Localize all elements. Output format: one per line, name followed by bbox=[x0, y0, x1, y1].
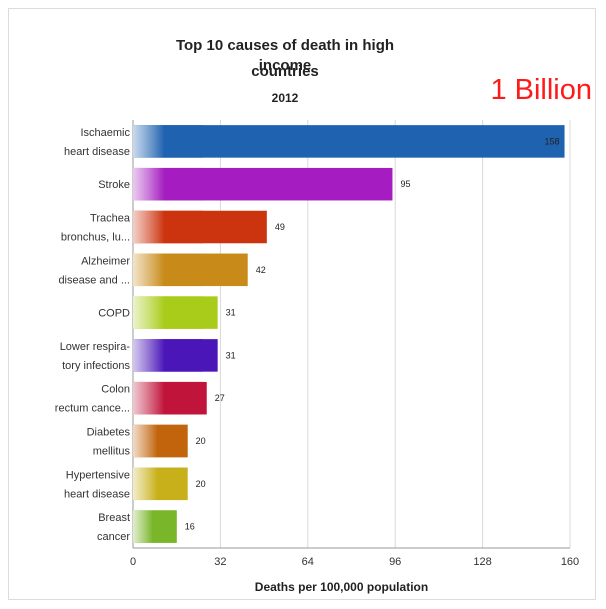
data-label: 158 bbox=[545, 136, 560, 146]
data-label: 49 bbox=[275, 222, 285, 232]
bar-highlight bbox=[133, 382, 203, 415]
data-label: 27 bbox=[215, 393, 225, 403]
bar-highlight bbox=[133, 211, 203, 244]
x-axis-label: Deaths per 100,000 population bbox=[255, 580, 428, 594]
x-tick-label: 160 bbox=[561, 556, 579, 568]
category-label: Colon bbox=[101, 384, 130, 396]
data-label: 31 bbox=[226, 350, 236, 360]
category-label: disease and ... bbox=[58, 274, 130, 286]
x-tick-label: 128 bbox=[473, 556, 491, 568]
category-label: bronchus, lu... bbox=[61, 232, 130, 244]
category-label: cancer bbox=[97, 531, 130, 543]
bar-highlight bbox=[133, 296, 203, 329]
bar-highlight bbox=[133, 468, 188, 501]
category-label: heart disease bbox=[64, 146, 130, 158]
data-label: 20 bbox=[196, 479, 206, 489]
category-label: Stroke bbox=[98, 179, 130, 191]
bar-highlight bbox=[133, 254, 203, 287]
category-label: Ischaemic bbox=[80, 127, 130, 139]
category-label: Alzheimer bbox=[81, 255, 130, 267]
bar-highlight bbox=[133, 125, 203, 158]
data-label: 20 bbox=[196, 436, 206, 446]
x-tick-label: 32 bbox=[214, 556, 226, 568]
category-label: Hypertensive bbox=[66, 469, 130, 481]
category-label: tory infections bbox=[62, 360, 130, 372]
category-label: COPD bbox=[98, 308, 130, 320]
category-label: rectum cance... bbox=[55, 403, 130, 415]
category-label: Lower respira- bbox=[60, 341, 131, 353]
bar-highlight bbox=[133, 510, 177, 543]
x-tick-label: 0 bbox=[130, 556, 136, 568]
x-tick-label: 64 bbox=[302, 556, 314, 568]
category-label: heart disease bbox=[64, 488, 130, 500]
category-label: Diabetes bbox=[87, 427, 131, 439]
data-label: 95 bbox=[400, 179, 410, 189]
category-label: Breast bbox=[98, 512, 130, 524]
category-label: mellitus bbox=[93, 446, 131, 458]
data-label: 16 bbox=[185, 522, 195, 532]
data-label: 31 bbox=[226, 308, 236, 318]
bar-highlight bbox=[133, 168, 203, 201]
x-tick-label: 96 bbox=[389, 556, 401, 568]
bar-highlight bbox=[133, 339, 203, 372]
category-label: Trachea bbox=[90, 213, 131, 225]
bar-highlight bbox=[133, 425, 188, 458]
data-label: 42 bbox=[256, 265, 266, 275]
